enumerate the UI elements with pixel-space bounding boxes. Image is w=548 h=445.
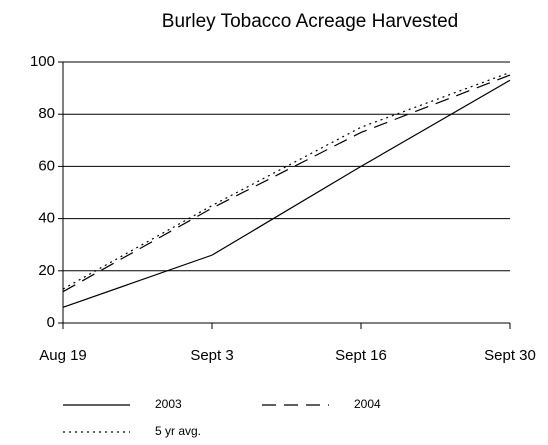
x-tick-label: Sept 16 [335,347,387,364]
legend-label: 5 yr avg. [155,424,201,438]
x-tick-label: Sept 30 [484,347,536,364]
y-tick-label: 100 [30,53,55,70]
x-tick-label: Aug 19 [39,347,87,364]
legend-label: 2004 [354,397,381,411]
chart-title: Burley Tobacco Acreage Harvested [162,11,458,32]
series-line [62,74,511,293]
y-tick-label: 80 [38,105,55,122]
y-tick-label: 60 [38,157,55,174]
legend-label: 2003 [155,397,182,411]
series-line [62,79,511,308]
y-tick-label: 0 [47,314,55,331]
y-tick-label: 40 [38,210,55,227]
y-tick-label: 20 [38,262,55,279]
x-tick-label: Sept 3 [190,347,233,364]
series-line [62,71,511,290]
